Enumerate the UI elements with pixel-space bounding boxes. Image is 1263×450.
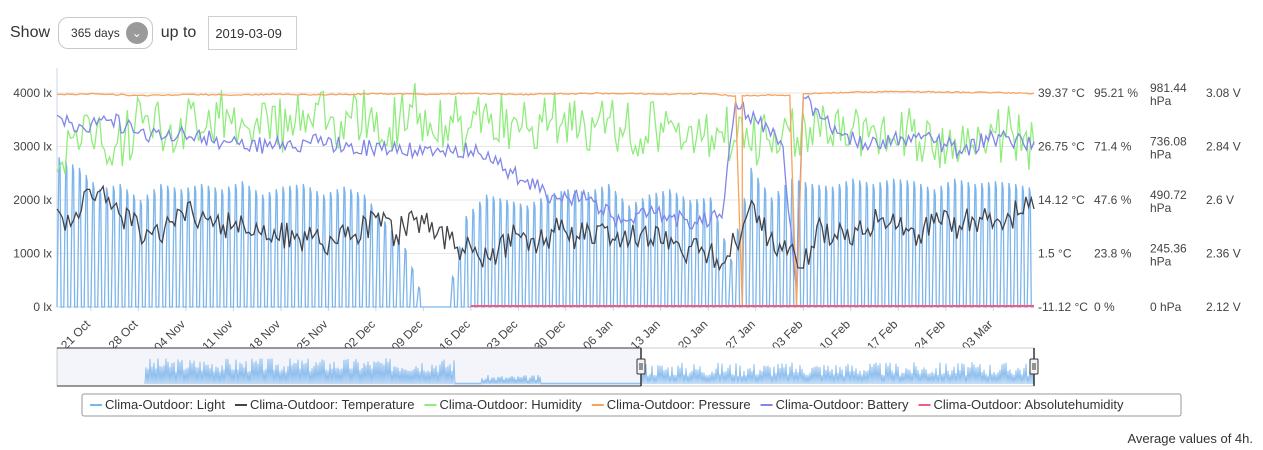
navigator-grip-icon bbox=[639, 363, 643, 370]
y-tick-label-right: 2.84 V bbox=[1206, 140, 1241, 154]
y-tick-label-right: 490.72 bbox=[1150, 188, 1187, 202]
y-tick-label: 3000 lx bbox=[13, 140, 52, 154]
y-tick-label-right: 23.8 % bbox=[1094, 247, 1132, 261]
y-tick-label-right: hPa bbox=[1150, 201, 1172, 215]
date-input[interactable] bbox=[208, 16, 298, 50]
legend-item[interactable]: Clima-Outdoor: Absolutehumidity bbox=[934, 397, 1125, 412]
y-tick-label-right: 2.6 V bbox=[1206, 193, 1234, 207]
series-temperature bbox=[56, 184, 1035, 272]
y-tick-label-right: hPa bbox=[1150, 255, 1172, 269]
y-tick-label-right: 71.4 % bbox=[1094, 140, 1132, 154]
series-pressure bbox=[57, 90, 1035, 308]
y-tick-label-right: 26.75 °C bbox=[1038, 140, 1085, 154]
series-light bbox=[56, 157, 1034, 308]
y-tick-label-right: 0 hPa bbox=[1150, 300, 1182, 314]
y-tick-label-right: hPa bbox=[1150, 148, 1172, 162]
y-tick-label-right: 95.21 % bbox=[1094, 86, 1138, 100]
x-tick-label: 28 Oct bbox=[106, 317, 141, 352]
y-tick-label: 4000 lx bbox=[13, 86, 52, 100]
y-tick-label-right: 1.5 °C bbox=[1038, 247, 1072, 261]
y-tick-label-right: 0 % bbox=[1094, 300, 1115, 314]
y-tick-label-right: 47.6 % bbox=[1094, 193, 1132, 207]
range-controls: Show 365 days ⌄ up to bbox=[10, 16, 298, 50]
footer-note: Average values of 4h. bbox=[1127, 431, 1253, 446]
navigator-handle-left[interactable] bbox=[636, 358, 646, 375]
y-tick-label-right: 2.12 V bbox=[1206, 300, 1241, 314]
legend bbox=[81, 393, 1182, 417]
range-select-value: 365 days bbox=[71, 26, 120, 40]
y-tick-label-right: 245.36 bbox=[1150, 242, 1187, 256]
x-tick-label: 27 Jan bbox=[723, 317, 758, 352]
upto-label: up to bbox=[160, 24, 197, 41]
navigator-handle-right[interactable] bbox=[1029, 358, 1039, 375]
y-tick-label: 2000 lx bbox=[13, 193, 52, 207]
show-label: Show bbox=[10, 24, 51, 41]
navigator-grip-icon bbox=[1032, 363, 1036, 370]
legend-item[interactable]: Clima-Outdoor: Pressure bbox=[607, 397, 751, 412]
y-tick-label-right: 736.08 bbox=[1150, 135, 1187, 149]
y-tick-label-right: 3.08 V bbox=[1206, 86, 1241, 100]
chevron-down-icon: ⌄ bbox=[125, 22, 148, 44]
y-tick-label-right: 981.44 bbox=[1150, 81, 1187, 95]
legend-item[interactable]: Clima-Outdoor: Temperature bbox=[250, 397, 415, 412]
y-tick-label: 0 lx bbox=[33, 300, 52, 314]
y-tick-label-right: hPa bbox=[1150, 94, 1172, 108]
navigator-outline bbox=[57, 347, 641, 387]
y-tick-label-right: 2.36 V bbox=[1206, 247, 1241, 261]
y-tick-label-right: 14.12 °C bbox=[1038, 193, 1085, 207]
y-tick-label-right: 39.37 °C bbox=[1038, 86, 1085, 100]
y-tick-label: 1000 lx bbox=[13, 247, 52, 261]
x-tick-label: 21 Oct bbox=[58, 317, 93, 352]
legend-item[interactable]: Clima-Outdoor: Humidity bbox=[439, 397, 582, 412]
navigator-series bbox=[144, 358, 1035, 386]
series-battery bbox=[56, 94, 1035, 290]
range-select[interactable]: 365 days ⌄ bbox=[58, 17, 153, 49]
series-humidity bbox=[56, 82, 1035, 175]
x-tick-label: 06 Jan bbox=[580, 317, 615, 352]
legend-item[interactable]: Clima-Outdoor: Light bbox=[105, 397, 225, 412]
x-tick-label: 20 Jan bbox=[675, 317, 710, 352]
x-tick-label: 13 Jan bbox=[628, 317, 663, 352]
legend-item[interactable]: Clima-Outdoor: Battery bbox=[776, 397, 909, 412]
y-tick-label-right: -11.12 °C bbox=[1038, 300, 1088, 314]
